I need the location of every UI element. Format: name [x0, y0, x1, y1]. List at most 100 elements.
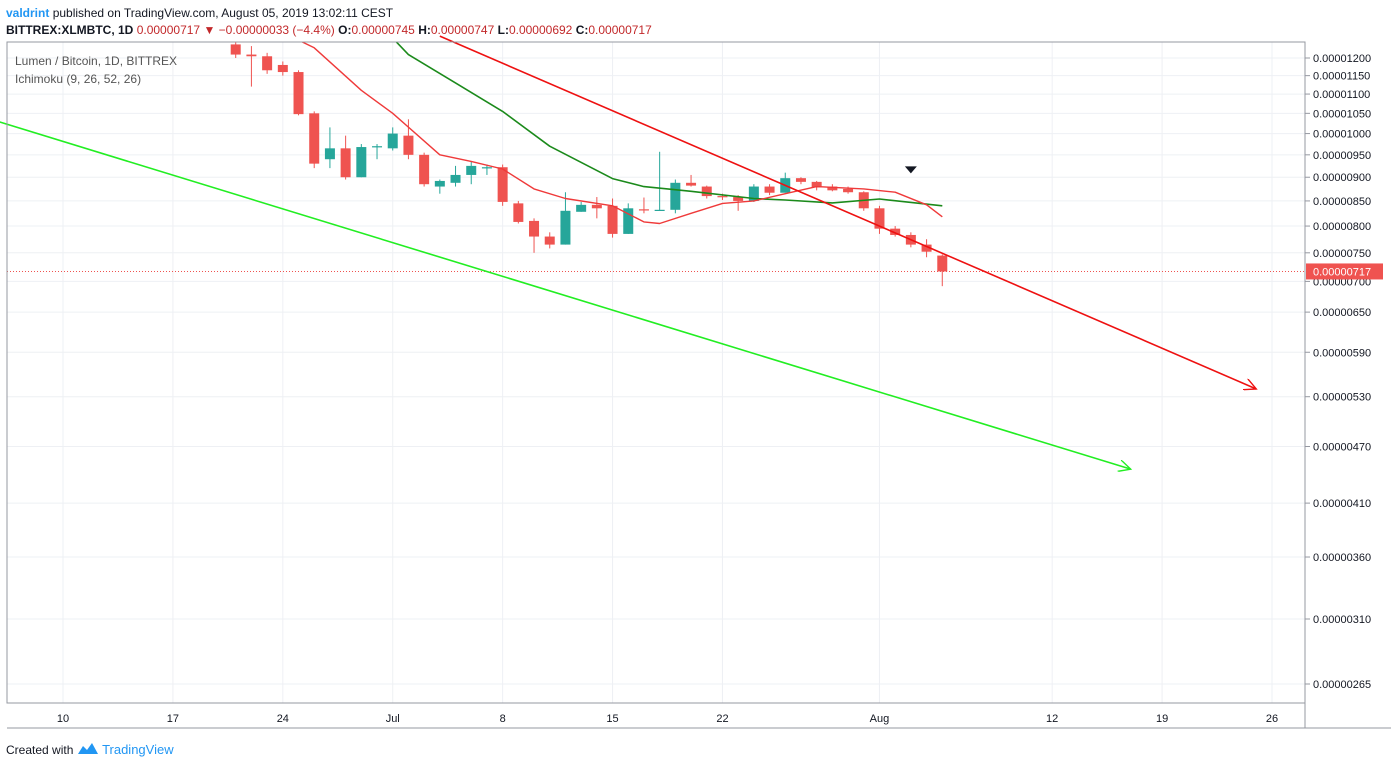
support-trend-line[interactable]: [0, 117, 1131, 469]
created-with-label: Created with: [6, 743, 74, 757]
close-value: 0.00000717: [588, 23, 652, 37]
candle-body: [654, 209, 665, 211]
candle-body: [513, 203, 524, 222]
candle[interactable]: [403, 119, 414, 160]
candle[interactable]: [419, 152, 430, 187]
indicator-lines: [7, 42, 1305, 272]
kijun-line: [395, 42, 943, 207]
candle[interactable]: [324, 127, 335, 169]
plot-area: [7, 39, 1305, 287]
candle-body: [764, 186, 775, 193]
y-tick-label: 0.00000650: [1313, 307, 1371, 319]
candle-body: [937, 255, 948, 272]
candle-body: [419, 154, 430, 185]
y-axis: 0.00001200 0.00001150 0.00001100 0.00001050…: [1305, 53, 1371, 691]
candle[interactable]: [795, 177, 806, 185]
candle[interactable]: [890, 226, 901, 237]
candle-body: [717, 196, 728, 198]
high-label: H:: [418, 23, 431, 37]
x-tick-label: 10: [57, 713, 69, 725]
indicator-label[interactable]: Ichimoku (9, 26, 52, 26): [15, 72, 142, 86]
candle[interactable]: [811, 180, 822, 191]
candle[interactable]: [544, 232, 555, 249]
candle[interactable]: [340, 135, 351, 180]
publish-header: valdrint published on TradingView.com, A…: [6, 5, 393, 21]
open-label: O:: [338, 23, 352, 37]
candle-body: [481, 167, 492, 169]
candle[interactable]: [670, 179, 681, 214]
candle[interactable]: [497, 164, 508, 206]
y-tick-label: 0.00000800: [1313, 221, 1371, 233]
candle[interactable]: [529, 218, 540, 253]
candle[interactable]: [560, 192, 571, 245]
candle-body: [811, 181, 822, 188]
candle[interactable]: [607, 198, 618, 238]
candle-body: [874, 208, 885, 229]
candle[interactable]: [277, 61, 288, 76]
current-price-tag: 0.00000717: [1306, 263, 1383, 280]
candle[interactable]: [293, 70, 304, 116]
candle[interactable]: [733, 195, 744, 211]
tradingview-brand[interactable]: TradingView: [102, 742, 174, 757]
candle-body: [230, 44, 241, 55]
candle-body: [733, 197, 744, 201]
candle[interactable]: [434, 179, 445, 194]
candle[interactable]: [513, 200, 524, 224]
open-value: 0.00000745: [351, 23, 415, 37]
y-tick-label: 0.00001100: [1313, 89, 1370, 101]
candle[interactable]: [686, 174, 697, 187]
candle-body: [497, 167, 508, 202]
x-tick-label: Jul: [386, 713, 400, 725]
candle-body: [262, 56, 273, 71]
candle[interactable]: [921, 239, 932, 258]
candle-body: [576, 204, 587, 212]
candle[interactable]: [638, 197, 649, 214]
candle[interactable]: [481, 164, 492, 175]
candle-body: [670, 182, 681, 210]
candle[interactable]: [356, 144, 367, 178]
candle[interactable]: [764, 184, 775, 196]
candle-body: [434, 180, 445, 187]
candle[interactable]: [372, 144, 383, 160]
plot-border: [6, 41, 1306, 704]
author-name[interactable]: valdrint: [6, 6, 50, 20]
candle-body: [591, 204, 602, 209]
high-value: 0.00000747: [430, 23, 495, 37]
candle[interactable]: [576, 201, 587, 212]
candles: [230, 39, 948, 287]
candle[interactable]: [246, 46, 257, 87]
last-price: 0.00000717: [136, 23, 201, 37]
y-tick-label: 0.00001000: [1313, 129, 1371, 141]
y-tick-label: 0.00000900: [1313, 172, 1371, 184]
y-tick-label: 0.00000360: [1313, 552, 1371, 564]
resistance-trend-line[interactable]: [439, 35, 1256, 389]
candle[interactable]: [450, 165, 461, 187]
x-tick-label: 26: [1266, 713, 1278, 725]
candle-body: [277, 64, 288, 73]
candle[interactable]: [466, 161, 477, 185]
candle-body: [403, 135, 414, 155]
candle[interactable]: [623, 203, 634, 234]
x-tick-label: 19: [1156, 713, 1168, 725]
price-tag-label: 0.00000717: [1313, 266, 1371, 278]
candle[interactable]: [654, 151, 665, 211]
candle-body: [340, 148, 351, 178]
x-tick-label: Aug: [870, 713, 890, 725]
candle-body: [827, 186, 838, 191]
candle-body: [293, 72, 304, 115]
candle[interactable]: [309, 111, 320, 169]
candle[interactable]: [387, 127, 398, 151]
candle[interactable]: [701, 185, 712, 199]
y-tick-label: 0.00000410: [1313, 498, 1371, 510]
candle-body: [246, 54, 257, 57]
y-tick-label: 0.00001050: [1313, 108, 1371, 120]
price-tag-box: [1306, 263, 1383, 280]
candle[interactable]: [937, 254, 948, 287]
candle[interactable]: [780, 172, 791, 193]
candle[interactable]: [874, 205, 885, 234]
close-label: C:: [575, 23, 589, 37]
candle[interactable]: [591, 197, 602, 219]
candle[interactable]: [230, 39, 241, 58]
candle[interactable]: [262, 52, 273, 74]
